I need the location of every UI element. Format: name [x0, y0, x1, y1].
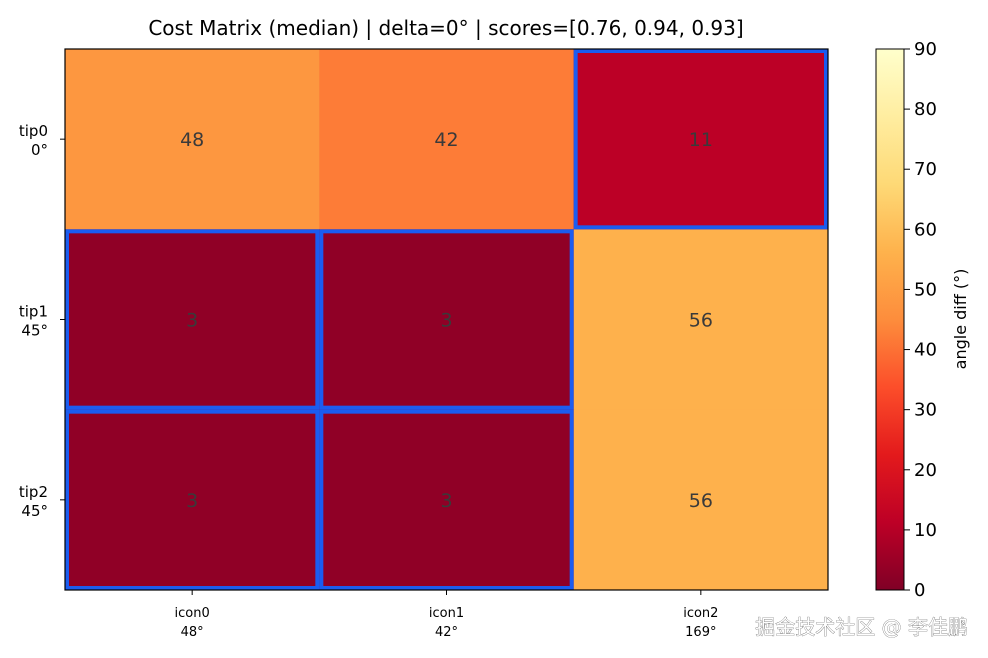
highlight-outline: [319, 229, 574, 410]
x-tick-label-angle: 169°: [685, 625, 716, 640]
y-tick-label-angle: 45°: [21, 502, 48, 520]
y-tick-label-name: tip2: [19, 483, 48, 501]
colorbar-tick-label: 80: [914, 99, 937, 120]
heatmap-cell: [319, 49, 575, 230]
heatmap-cell: [573, 49, 829, 230]
y-tick-label-angle: 45°: [21, 322, 48, 340]
highlight-outlines: [65, 49, 829, 590]
cell-value-label: 11: [689, 129, 713, 151]
highlight-outline: [65, 229, 320, 410]
heatmap-cell: [65, 49, 320, 230]
colorbar-tick-label: 10: [914, 520, 937, 541]
highlight-outline: [65, 409, 320, 590]
cell-value-label: 3: [440, 490, 452, 512]
colorbar-tick-label: 90: [914, 39, 937, 60]
colorbar-tick-label: 70: [914, 159, 937, 180]
heatmap-cell: [573, 409, 829, 591]
cell-value-label: 42: [434, 129, 458, 151]
colorbar-ticks: 0 10 20 30 40 50 60 70 80 90: [904, 39, 937, 601]
highlight-outline: [573, 49, 829, 230]
colorbar-tick-label: 40: [914, 340, 937, 361]
cell-value-label: 48: [180, 129, 204, 151]
chart-title: Cost Matrix (median) | delta=0° | scores…: [148, 16, 743, 40]
watermark-text: 掘金技术社区 @ 李佳鹏: [755, 615, 968, 639]
x-tick-label-angle: 42°: [435, 625, 458, 640]
x-tick-label-name: icon0: [175, 606, 210, 621]
cell-value-labels: 48 42 11 3 3 56 3 3 56: [180, 129, 713, 512]
heatmap-cell: [65, 229, 320, 411]
colorbar-tick-label: 0: [914, 580, 925, 601]
x-tick-label-name: icon1: [429, 606, 464, 621]
heatmap-cell: [319, 229, 575, 411]
x-tick-label-name: icon2: [683, 606, 718, 621]
colorbar-label: angle diff (°): [951, 269, 970, 370]
y-tick-label-name: tip0: [19, 122, 48, 140]
heatmap-cell: [319, 409, 575, 591]
cell-value-label: 3: [186, 310, 198, 332]
heatmap-cell: [65, 409, 320, 591]
cell-value-label: 56: [689, 490, 713, 512]
heatmap-cells: [65, 49, 829, 591]
x-tick-label-angle: 48°: [181, 625, 204, 640]
colorbar-tick-label: 60: [914, 219, 937, 240]
cell-value-label: 3: [440, 310, 452, 332]
colorbar-tick-label: 50: [914, 279, 937, 300]
highlight-outline: [319, 409, 574, 590]
x-axis-ticks: icon0 48° icon1 42° icon2 169°: [175, 590, 718, 640]
heatmap-cell: [573, 229, 829, 411]
colorbar-tick-label: 20: [914, 460, 937, 481]
colorbar: [875, 48, 905, 591]
colorbar-tick-label: 30: [914, 400, 937, 421]
y-tick-label-name: tip1: [19, 303, 48, 321]
cell-value-label: 3: [186, 490, 198, 512]
y-tick-label-angle: 0°: [31, 141, 48, 159]
cell-value-label: 56: [689, 310, 713, 332]
